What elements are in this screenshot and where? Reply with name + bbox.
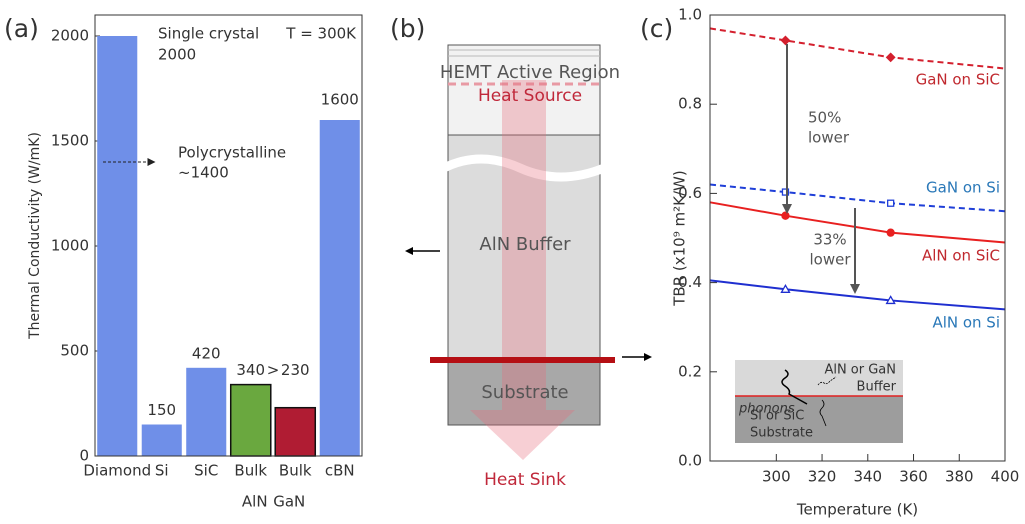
layer-label: Heat Sink [484,470,566,490]
y-tick-label: 500 [60,342,89,360]
x-tick-label: Si [155,462,169,480]
diagram: HEMT Active Region Heat Source AlN Buffe… [405,44,652,490]
inset-substrate [735,396,903,443]
frame [709,14,1006,462]
arrow-head [644,353,652,361]
inset-label: Substrate [750,426,813,441]
x-tick-label: 400 [991,468,1020,486]
y-tick-label: 0.4 [678,273,702,291]
substrate-layer [447,361,601,426]
x-tick-label: 300 [762,468,791,486]
annotation: lower [808,129,850,147]
annotation: Single crystal [158,25,259,43]
marker [781,211,790,220]
panel-label: (b) [390,14,425,43]
x-tick-label: Diamond [83,462,151,480]
inset-buffer [735,360,903,396]
y-axis-label: TBR (x10⁹ m²K/W) [671,170,689,306]
value-label: 230 [281,361,310,379]
value-label: 150 [147,401,176,419]
phonon-path [819,399,827,427]
inset-label: AlN or GaN [824,363,896,378]
x-tick-label: 320 [808,468,837,486]
bar [274,406,317,457]
break [441,154,606,182]
bar [141,424,182,456]
value-label: 1600 [321,91,359,109]
annotation: T = 300K [285,25,357,43]
annotation: > [267,361,280,379]
marker [885,295,896,305]
x-tick-label: cBN [325,462,355,480]
x-tick-label: SiC [194,462,218,480]
marker [887,199,895,207]
y-tick-label: 2000 [51,27,89,45]
series-label: GaN on Si [926,179,1000,197]
series-line [709,279,1006,311]
inset-label: Si or SiC [750,409,804,424]
layer-label: HEMT Active Region [440,62,620,83]
x-tick-label: Bulk [279,462,312,480]
marker [885,52,896,63]
y-tick-label: 0.0 [678,452,702,470]
value-label: 420 [192,344,221,362]
y-tick-label: 0 [79,447,89,465]
arrow-head [147,158,156,166]
series-label: GaN on SiC [916,71,1000,89]
x-tick-sublabel: GaN [273,493,305,511]
series-line [709,201,1006,244]
inset-label: phonons [738,402,795,417]
annotation: 50% [808,109,841,127]
x-tick-sublabel: AlN [242,493,268,511]
x-tick-label: 360 [899,468,928,486]
series-label: AlN on Si [932,314,1000,332]
bar [229,383,272,457]
active-layer [447,44,601,136]
phonon-path [781,369,808,405]
x-axis-label: Temperature (K) [796,501,918,519]
layer-label: Substrate [481,382,568,403]
value-label: 340 [236,361,265,379]
y-tick-label: 0.6 [678,184,702,202]
arrow-head [850,284,860,294]
annotation: ~1400 [178,164,229,182]
marker [780,35,791,46]
y-tick-label: 1.0 [678,6,702,24]
x-tick-label: 380 [945,468,974,486]
panel-label: (c) [640,14,673,43]
panel-label: (a) [4,14,39,43]
heat-arrow [470,80,575,460]
phonon-path [817,376,837,386]
bar [97,36,138,456]
bar [319,120,360,456]
arrow-head [782,204,792,214]
x-tick-label: Bulk [234,462,267,480]
y-tick-label: 1000 [51,237,89,255]
annotation: 33% [813,231,846,249]
y-axis-label: Thermal Conductivity (W/mK) [27,132,43,340]
marker [886,228,895,237]
annotation: Polycrystalline [178,144,286,162]
layer-label: Heat Source [478,86,582,106]
inset [735,360,903,443]
frame [94,14,363,457]
bar [186,367,227,456]
marker [780,283,791,293]
x-tick-label: 340 [853,468,882,486]
series-label: AlN on SiC [922,247,1000,265]
y-tick-label: 0.2 [678,362,702,380]
y-tick-label: 1500 [51,132,89,150]
y-tick-label: 0.8 [678,95,702,113]
arrow-head [405,247,413,255]
series-line [709,27,1006,70]
annotation: lower [809,251,851,269]
marker [781,188,790,196]
value-label: 2000 [158,46,196,64]
inset-label: Buffer [857,380,897,395]
layer-label: AlN Buffer [479,234,571,255]
